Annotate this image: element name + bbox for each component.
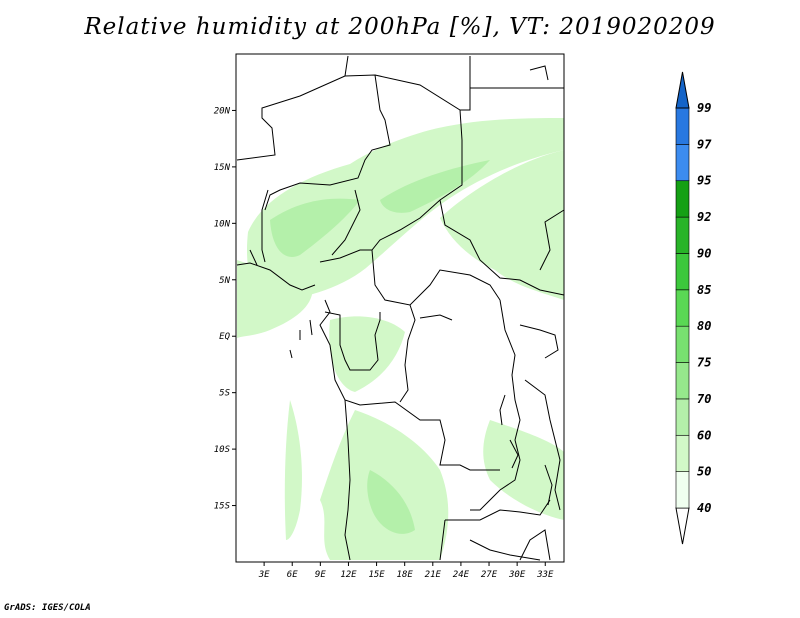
lat-tick-label: 10N [214,219,231,229]
shading-southeast [483,420,564,520]
lon-tick-label: 30E [508,570,526,580]
colorbar-label: 85 [697,283,711,297]
humidity-shading [237,118,564,560]
lon-tick-label: 12E [340,570,357,580]
colorbar-label: 60 [697,428,711,442]
lat-tick-label: 20N [214,106,231,116]
colorbar-swatch [675,362,690,400]
lat-tick-label: EQ [219,332,230,342]
lon-tick-label: 33E [536,570,554,580]
lat-tick-label: 15N [214,163,231,173]
colorbar-label: 95 [697,174,711,188]
colorbar-label: 70 [697,392,711,406]
longitude-axis: 3E 6E 9E 12E 15E 18E 21E 24E 27E 30E 33E [258,562,554,580]
lon-tick-label: 24E [453,570,470,580]
shading-central [329,316,405,392]
colorbar-label: 75 [697,356,711,370]
lat-tick-label: 15S [214,502,231,512]
colorbar-swatch [675,434,690,472]
lon-tick-label: 15E [368,570,385,580]
colorbar-swatch [675,253,690,291]
map-title: Relative humidity at 200hPa [%], VT: 201… [84,14,716,40]
shading-band-east [440,150,564,300]
colorbar-label: 40 [697,501,711,515]
lon-tick-label: 9E [315,570,326,580]
latitude-axis: 20N 15N 10N 5N EQ 5S 10S 15S [214,106,236,512]
colorbar-label: 50 [697,465,711,479]
lon-tick-label: 18E [397,570,414,580]
shading-band-west [237,260,313,338]
colorbar-label: 80 [697,319,711,333]
colorbar-label: 97 [697,137,712,151]
lon-tick-label: 27E [481,570,498,580]
colorbar-swatch [675,144,690,182]
colorbar-swatch [675,107,690,145]
shading-sw-coast [284,400,302,540]
lat-tick-label: 5S [219,389,230,399]
colorbar-over-triangle [675,71,690,109]
lon-tick-label: 3E [258,570,270,580]
lat-tick-label: 10S [214,445,231,455]
shading-mid-dark [270,198,360,257]
colorbar-swatch [675,180,690,218]
country-borders [236,55,565,561]
colorbar: 40 50 60 70 75 80 85 90 92 95 97 99 [675,71,712,545]
colorbar-swatch [675,325,690,363]
colorbar-swatch [675,216,690,254]
colorbar-label: 99 [697,101,711,115]
map-frame [235,53,565,563]
colorbar-swatch [675,471,690,509]
lat-tick-label: 5N [219,276,230,286]
colorbar-under-triangle [675,507,690,545]
lon-tick-label: 21E [425,570,442,580]
colorbar-swatch [675,398,690,436]
colorbar-label: 90 [697,246,711,260]
colorbar-swatch [675,289,690,327]
colorbar-label: 92 [697,210,711,224]
lon-tick-label: 6E [287,570,298,580]
credit-label: GrADS: IGES/COLA [4,603,91,613]
shading-mid-dark-3 [367,470,415,534]
